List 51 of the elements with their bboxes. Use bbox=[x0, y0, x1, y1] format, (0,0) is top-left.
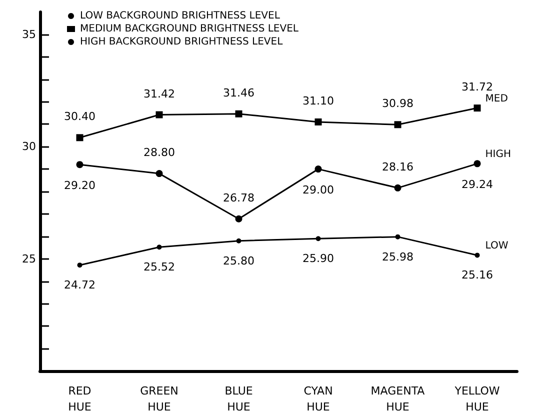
x-tick-label: CYAN HUE bbox=[304, 384, 333, 414]
data-label: 25.16 bbox=[462, 268, 493, 282]
annotation: HIGH bbox=[485, 149, 511, 160]
data-label: 28.16 bbox=[382, 160, 414, 174]
point bbox=[156, 111, 163, 118]
annotation: MED bbox=[485, 94, 508, 105]
x-tick-label: RED HUE bbox=[68, 384, 92, 414]
x-tick-label: YELLOW HUE bbox=[454, 384, 500, 414]
point bbox=[316, 236, 321, 242]
point bbox=[474, 160, 481, 168]
data-label: 29.20 bbox=[64, 179, 96, 192]
data-label: 24.72 bbox=[64, 278, 96, 292]
x-tick-label: BLUE HUE bbox=[224, 384, 253, 414]
point bbox=[235, 110, 242, 118]
point bbox=[474, 104, 481, 112]
x-tick-label: MAGENTA HUE bbox=[370, 384, 426, 414]
point bbox=[76, 134, 84, 142]
data-label: 31.10 bbox=[302, 94, 334, 108]
data-label: 29.00 bbox=[302, 184, 334, 197]
legend-label: LOW BACKGROUND BRIGHTNESS LEVEL bbox=[80, 10, 280, 22]
point bbox=[394, 184, 402, 192]
data-label: 29.24 bbox=[462, 178, 493, 192]
point bbox=[156, 170, 163, 178]
data-label: 25.80 bbox=[223, 254, 254, 268]
data-label: 30.98 bbox=[382, 97, 414, 110]
data-label: 31.42 bbox=[144, 87, 175, 100]
point bbox=[395, 234, 400, 240]
point bbox=[474, 252, 480, 258]
data-label: 30.40 bbox=[64, 110, 96, 124]
point bbox=[314, 166, 322, 173]
data-label: 25.90 bbox=[302, 252, 334, 266]
point bbox=[76, 161, 84, 168]
point bbox=[314, 118, 322, 126]
data-label: 26.78 bbox=[223, 191, 254, 204]
y-tick-label: 30 bbox=[22, 140, 36, 154]
point bbox=[235, 215, 242, 222]
y-tick-label: 35 bbox=[22, 28, 36, 41]
annotation: LOW bbox=[485, 240, 508, 252]
x-tick-label: GREEN HUE bbox=[140, 384, 178, 414]
y-tick-label: 25 bbox=[22, 252, 36, 266]
data-label: 25.98 bbox=[382, 250, 414, 264]
data-label: 28.80 bbox=[144, 146, 175, 160]
data-label: 31.72 bbox=[462, 80, 493, 94]
data-label: 25.52 bbox=[144, 260, 175, 274]
point bbox=[236, 238, 242, 244]
point bbox=[156, 244, 162, 250]
legend-label: HIGH BACKGROUND BRIGHTNESS LEVEL bbox=[80, 36, 284, 48]
data-label: 31.46 bbox=[223, 86, 254, 100]
point bbox=[394, 121, 402, 128]
legend-label: MEDIUM BACKGROUND BRIGHTNESS LEVEL bbox=[80, 24, 299, 34]
point bbox=[77, 262, 82, 268]
